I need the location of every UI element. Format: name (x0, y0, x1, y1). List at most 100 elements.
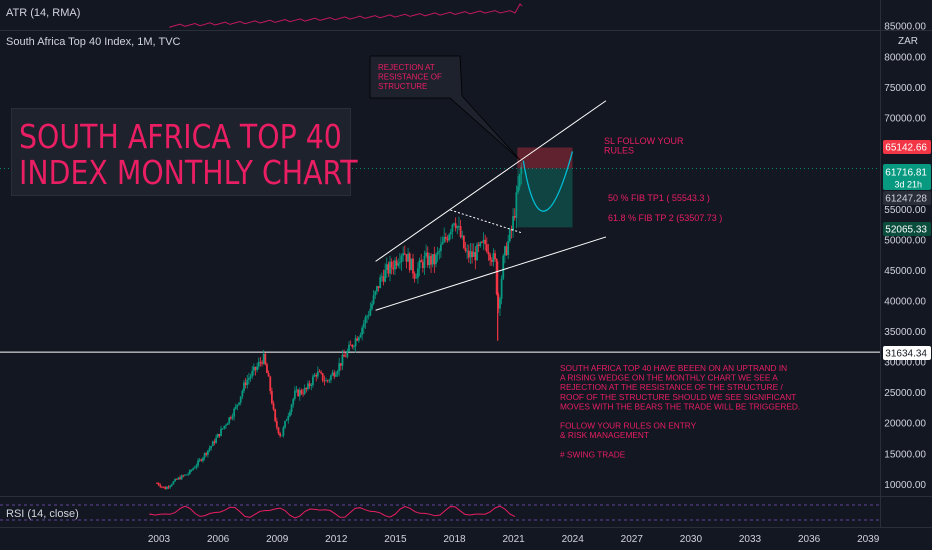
callout-text: REJECTION AT (378, 63, 435, 72)
y-tick-label: 50000.00 (884, 236, 926, 247)
candle-body (346, 350, 349, 357)
candle-body (290, 404, 293, 412)
candle-body (302, 393, 304, 395)
candle-body (269, 376, 272, 392)
candle-body (392, 267, 395, 270)
candle-body (257, 361, 260, 367)
candle-body (218, 434, 221, 436)
atr-indicator-label[interactable]: ATR (14, RMA) (6, 7, 81, 19)
candle-body (356, 338, 359, 341)
sl-note: SL FOLLOW YOUR (604, 136, 684, 146)
candle-body (211, 441, 214, 447)
candle-body (369, 308, 372, 316)
candle-body (315, 374, 318, 377)
y-tick-label: 75000.00 (884, 83, 926, 94)
candle-body (320, 371, 323, 374)
candle-body (157, 483, 160, 486)
candle-body (328, 379, 331, 381)
candle-body (461, 235, 464, 238)
candle-body (454, 223, 457, 229)
candle-body (379, 277, 382, 289)
candle-body (270, 391, 273, 404)
descending-trendline (450, 209, 522, 234)
candle-body (174, 479, 176, 482)
candle-body (389, 261, 391, 274)
candle-body (343, 354, 345, 357)
candle-body (361, 327, 364, 335)
candle-body (262, 353, 265, 364)
candle-body (233, 408, 236, 417)
candle-body (476, 244, 478, 261)
y-tick-label: 40000.00 (884, 297, 926, 308)
candle-body (200, 459, 203, 461)
candle-body (446, 238, 449, 241)
x-tick-label: 2015 (384, 534, 407, 545)
x-tick-label: 2030 (680, 534, 703, 545)
wedge-upper-line (375, 100, 607, 262)
candle-body (371, 303, 373, 309)
candle-body (482, 239, 485, 243)
candle-body (221, 428, 224, 430)
y-tick-label: 85000.00 (884, 22, 926, 33)
candle-body (323, 380, 326, 382)
candle-body (456, 226, 459, 229)
x-tick-label: 2006 (207, 534, 230, 545)
candle-body (471, 251, 473, 257)
candle-body (284, 421, 286, 428)
candle-body (477, 244, 480, 246)
analysis-text: # SWING TRADE (560, 449, 626, 459)
candle-body (188, 470, 191, 474)
analysis-text: A RISING WEDGE ON THE MONTHLY CHART WE S… (560, 373, 778, 383)
candle-body (195, 465, 198, 468)
candle-body (481, 242, 483, 243)
price-tag (883, 164, 931, 190)
candle-body (374, 291, 377, 296)
candle-body (495, 258, 498, 295)
x-tick-label: 2039 (857, 534, 880, 545)
candle-body (326, 380, 329, 382)
candle-body (443, 236, 446, 243)
candle-body (182, 475, 185, 477)
candle-body (333, 372, 336, 377)
candle-body (213, 441, 216, 444)
candle-body (359, 334, 362, 338)
candle-body (426, 252, 429, 266)
x-tick-label: 2036 (798, 534, 821, 545)
candle-body (384, 269, 387, 282)
candle-body (225, 425, 227, 426)
candle-body (423, 256, 426, 269)
candle-body (413, 273, 416, 279)
candle-body (293, 390, 296, 399)
callout-text: STRUCTURE (378, 82, 427, 91)
candle-body (387, 264, 390, 274)
candle-body (462, 235, 465, 249)
candle-body (297, 389, 300, 397)
candle-body (285, 420, 288, 422)
candle-body (256, 366, 259, 371)
candle-body (402, 253, 405, 256)
candle-body (164, 487, 167, 490)
candle-body (249, 376, 252, 379)
candle-body (156, 483, 158, 484)
rsi-indicator-label[interactable]: RSI (14, close) (6, 508, 79, 520)
candle-body (507, 240, 510, 255)
candle-body (512, 216, 514, 231)
x-tick-label: 2033 (739, 534, 762, 545)
symbol-label[interactable]: South Africa Top 40 Index, 1M, TVC (6, 36, 181, 48)
candle-body (349, 344, 352, 346)
candle-body (215, 437, 218, 444)
candle-body (318, 371, 321, 373)
price-tag-value: 61716.81 (885, 168, 927, 179)
candle-body (505, 246, 508, 255)
candle-body (165, 486, 168, 490)
candle-body (261, 362, 263, 364)
candle-body (430, 255, 432, 265)
candle-body (205, 453, 208, 455)
candle-body (484, 239, 487, 245)
candle-body (497, 294, 500, 309)
analysis-text: FOLLOW YOUR RULES ON ENTRY (560, 421, 697, 431)
candle-body (451, 224, 454, 232)
candle-body (295, 389, 298, 391)
candle-body (179, 477, 181, 480)
